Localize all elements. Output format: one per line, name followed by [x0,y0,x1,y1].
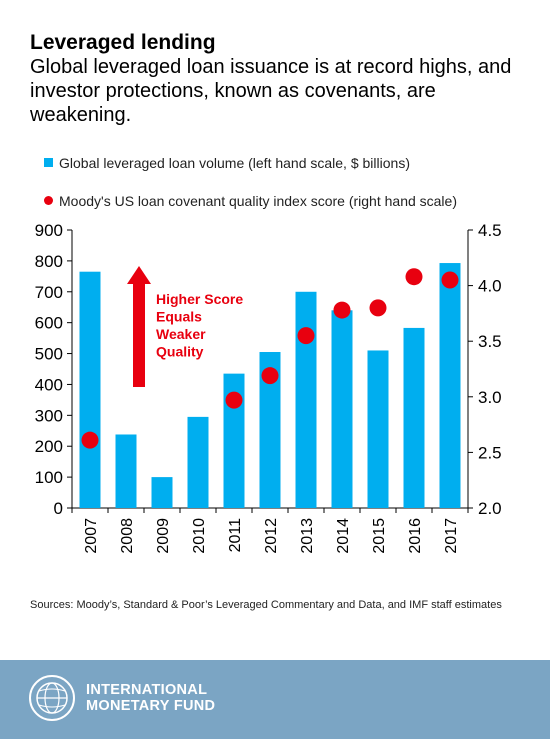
bar-2010 [187,416,209,508]
y-tick-label-left: 700 [35,283,63,302]
annotation-line: Equals [156,309,202,325]
bar-2015 [367,350,389,508]
x-tick-label: 2010 [191,518,208,554]
imf-seal-icon [29,675,75,721]
bar-2012 [259,352,281,508]
org-name: INTERNATIONAL MONETARY FUND [86,682,215,714]
chart-subtitle: Global leveraged loan issuance is at rec… [30,56,512,126]
bar-2013 [295,291,317,508]
x-tick-label: 2016 [407,518,424,554]
org-name-line2: MONETARY FUND [86,698,216,714]
dot-2014 [333,301,351,319]
dot-2011 [225,391,243,409]
org-name-line1: INTERNATIONAL [86,682,208,698]
y-tick-label-right: 4.0 [478,277,502,296]
bar-2011 [223,373,245,508]
legend-item-covenant-index: Moody's US loan covenant quality index s… [44,193,457,209]
y-tick-label-left: 500 [35,345,63,364]
chart-title: Leveraged lending [30,31,216,54]
y-tick-label-left: 600 [35,314,63,333]
y-tick-label-left: 300 [35,406,63,425]
x-tick-label: 2012 [263,518,280,554]
x-tick-label: 2013 [299,518,316,554]
chart-plot: 0 100 200 300 400 500 600 700 800 900 2.0 2.5 3.0 3.5… [35,221,502,554]
bar-2016 [403,327,425,508]
bar-2014 [331,310,353,508]
legend-bar-swatch [44,158,53,167]
footer-banner: INTERNATIONAL MONETARY FUND [0,660,550,739]
y-tick-label-left: 100 [35,468,63,487]
legend-label-covenant-index: Moody's US loan covenant quality index s… [59,193,457,209]
x-tick-label: 2009 [155,518,172,554]
legend-item-loan-volume: Global leveraged loan volume (left hand … [44,155,410,171]
x-tick-label: 2008 [119,518,136,554]
y-tick-label-left: 900 [35,221,63,240]
x-tick-label: 2011 [227,518,244,553]
bar-2017 [439,263,461,508]
dot-2016 [405,268,423,286]
y-tick-label-right: 4.5 [478,221,502,240]
legend-dot-swatch [44,196,53,205]
annotation-line: Quality [156,344,204,360]
sources-note: Sources: Moody’s, Standard & Poor’s Leve… [30,599,502,611]
y-tick-label-right: 2.0 [478,499,502,518]
dot-2012 [261,367,279,385]
y-tick-label-left: 400 [35,375,63,394]
dot-2017 [441,271,459,289]
y-tick-label-left: 0 [54,499,63,518]
y-tick-label-right: 2.5 [478,443,502,462]
annotation-line: Weaker [156,326,206,342]
y-tick-label-right: 3.5 [478,332,502,351]
dot-2007 [81,431,99,449]
y-tick-label-left: 800 [35,252,63,271]
y-tick-label-right: 3.0 [478,388,502,407]
bar-2007 [79,271,101,508]
dot-2015 [369,299,387,317]
up-arrow-icon [127,266,151,387]
legend-label-loan-volume: Global leveraged loan volume (left hand … [59,155,410,171]
bar-2008 [115,434,137,508]
x-tick-label: 2017 [443,518,460,554]
dot-2013 [297,327,315,345]
annotation-line: Higher Score [156,291,243,307]
y-tick-label-left: 200 [35,437,63,456]
x-tick-label: 2014 [335,518,352,554]
x-tick-label: 2007 [83,518,100,554]
bar-2009 [151,477,173,508]
x-tick-label: 2015 [371,518,388,554]
